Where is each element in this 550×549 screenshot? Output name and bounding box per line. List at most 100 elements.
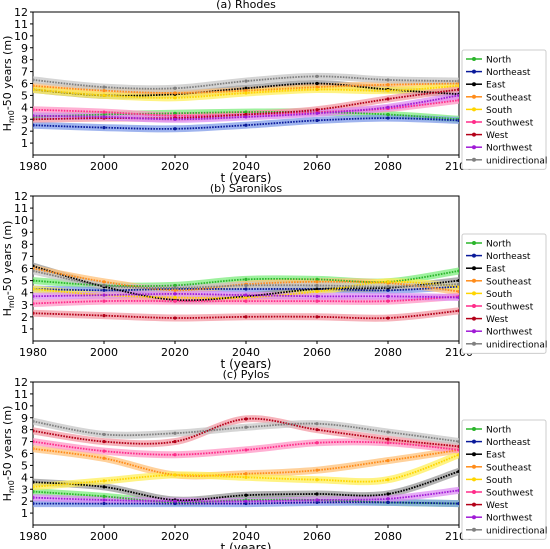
y-tick-label: 2 — [21, 125, 28, 138]
data-point — [457, 118, 459, 123]
legend-marker — [472, 452, 476, 457]
data-point — [386, 105, 390, 109]
legend-label: West — [486, 501, 509, 511]
data-point — [457, 81, 459, 86]
y-tick-label: 8 — [21, 238, 28, 251]
data-point — [315, 500, 319, 504]
data-point — [33, 278, 35, 283]
data-point — [457, 93, 459, 98]
y-tick-label: 12 — [14, 190, 28, 203]
legend-label: West — [486, 131, 509, 141]
x-tick-label: 2080 — [374, 346, 402, 359]
data-point — [386, 316, 390, 320]
legend: North Northeast East Southeast South Southwes… — [461, 419, 547, 540]
legend-label: North — [486, 240, 511, 250]
y-tick-label: 6 — [21, 448, 28, 461]
data-point — [315, 277, 319, 281]
data-point — [315, 422, 319, 426]
data-point — [102, 89, 106, 93]
data-point — [315, 294, 319, 298]
data-point — [173, 288, 177, 292]
legend-marker — [472, 266, 476, 271]
data-point — [386, 497, 390, 501]
data-point — [315, 118, 319, 123]
data-point — [102, 125, 106, 130]
data-point — [173, 499, 177, 503]
data-point — [457, 488, 459, 493]
data-point — [173, 473, 177, 477]
data-point — [173, 501, 177, 506]
chart-title: (a) Rhodes — [216, 0, 276, 11]
data-point — [33, 419, 35, 423]
y-tick-label: 5 — [21, 275, 28, 288]
data-point — [386, 78, 390, 82]
data-point — [33, 123, 35, 127]
data-point — [244, 110, 248, 114]
data-point — [315, 81, 319, 86]
legend-label: Southwest — [486, 303, 534, 313]
data-point — [244, 123, 248, 127]
data-point — [315, 87, 319, 92]
legend-label: East — [486, 81, 506, 91]
data-point — [33, 269, 35, 273]
plot-area — [33, 262, 459, 322]
data-point — [244, 499, 248, 503]
data-point — [173, 111, 177, 115]
legend-marker — [472, 241, 476, 245]
data-point — [33, 87, 35, 92]
data-point — [33, 84, 35, 88]
data-point — [457, 278, 459, 283]
legend-marker — [472, 439, 476, 444]
x-tick-label: 2040 — [232, 530, 260, 543]
legend-label: Northwest — [486, 328, 533, 338]
data-point — [173, 283, 177, 288]
data-point — [315, 283, 319, 288]
data-point — [102, 93, 106, 98]
legend-marker — [472, 82, 476, 87]
x-tick-label: 2020 — [161, 530, 189, 543]
data-point — [386, 112, 390, 117]
legend-marker — [472, 145, 476, 150]
data-point — [386, 97, 390, 101]
data-point — [244, 315, 248, 319]
legend-label: Northwest — [486, 514, 533, 524]
legend: North Northeast East Southeast South Southwes… — [461, 49, 547, 170]
y-tick-label: 9 — [21, 412, 28, 425]
y-tick-label: 9 — [21, 226, 28, 239]
data-point — [457, 98, 459, 102]
data-point — [33, 287, 35, 291]
data-point — [315, 315, 319, 319]
legend-label: South — [486, 106, 512, 116]
data-point — [457, 295, 459, 300]
data-point — [33, 501, 35, 506]
y-tick-label: 3 — [21, 483, 28, 496]
legend-marker — [472, 132, 476, 137]
y-tick-label: 5 — [21, 459, 28, 472]
data-point — [244, 115, 248, 119]
plot-area — [33, 72, 459, 133]
data-point — [315, 287, 319, 291]
legend-box — [461, 49, 547, 170]
data-point — [315, 111, 319, 115]
chart-title: (b) Saronikos — [210, 182, 283, 195]
legend: North Northeast East Southeast South Southwes… — [461, 233, 547, 354]
data-point — [102, 112, 106, 117]
data-point — [386, 441, 390, 445]
data-point — [244, 89, 248, 93]
data-point — [102, 283, 106, 288]
data-point — [386, 492, 390, 496]
y-tick-label: 7 — [21, 66, 28, 79]
legend-label: unidirectional — [486, 156, 547, 166]
data-point — [33, 490, 35, 494]
data-point — [244, 493, 248, 497]
legend-marker — [472, 515, 476, 520]
y-tick-label: 11 — [14, 202, 28, 215]
x-tick-label: 2040 — [232, 346, 260, 359]
data-point — [244, 287, 248, 291]
data-point — [33, 429, 35, 433]
legend-label: South — [486, 476, 512, 486]
data-point — [244, 293, 248, 297]
data-point — [457, 79, 459, 83]
